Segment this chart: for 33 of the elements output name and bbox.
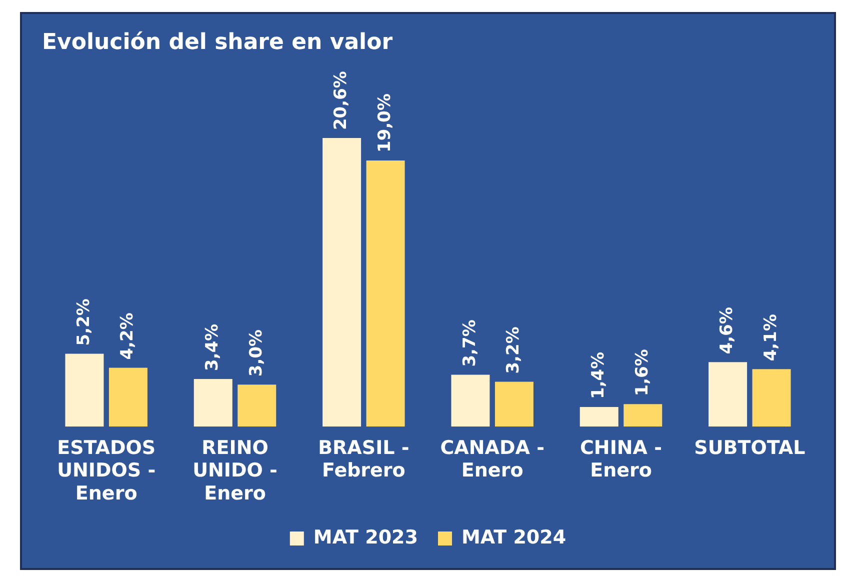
- data-label: 3,2%: [504, 326, 524, 374]
- bar: [451, 374, 490, 427]
- x-tick-label: REINO UNIDO - Enero: [192, 436, 278, 505]
- bar: [322, 138, 362, 427]
- data-label: 3,0%: [246, 329, 266, 377]
- bar: [238, 384, 276, 427]
- chart-title: Evolución del share en valor: [42, 30, 393, 55]
- data-label: 20,6%: [331, 71, 352, 130]
- data-label: 3,4%: [202, 324, 223, 371]
- x-tick-label: CANADA - Enero: [440, 436, 544, 482]
- legend-label: MAT 2023: [313, 526, 418, 548]
- bar: [580, 406, 618, 427]
- data-label: 1,4%: [588, 352, 609, 399]
- bar: [366, 160, 405, 427]
- data-label: 4,1%: [760, 314, 781, 362]
- x-tick-label: ESTADOS UNIDOS - Enero: [57, 436, 156, 505]
- data-label: 5,2%: [74, 298, 94, 346]
- data-label: 19,0%: [374, 93, 395, 152]
- data-label: 1,6%: [632, 349, 652, 396]
- bar: [624, 404, 662, 427]
- bar: [194, 378, 232, 427]
- bar: [65, 354, 104, 427]
- legend-label: MAT 2024: [462, 526, 566, 548]
- bar: [708, 362, 748, 427]
- data-label: 4,2%: [118, 312, 138, 360]
- x-tick-label: BRASIL - Febrero: [318, 436, 410, 482]
- bar: [752, 369, 791, 427]
- x-tick-label: CHINA - Enero: [580, 436, 662, 482]
- bar: [108, 368, 148, 427]
- data-label: 3,7%: [460, 320, 480, 367]
- bar: [494, 382, 534, 427]
- x-tick-label: SUBTOTAL: [694, 436, 806, 459]
- data-label: 4,6%: [717, 307, 738, 354]
